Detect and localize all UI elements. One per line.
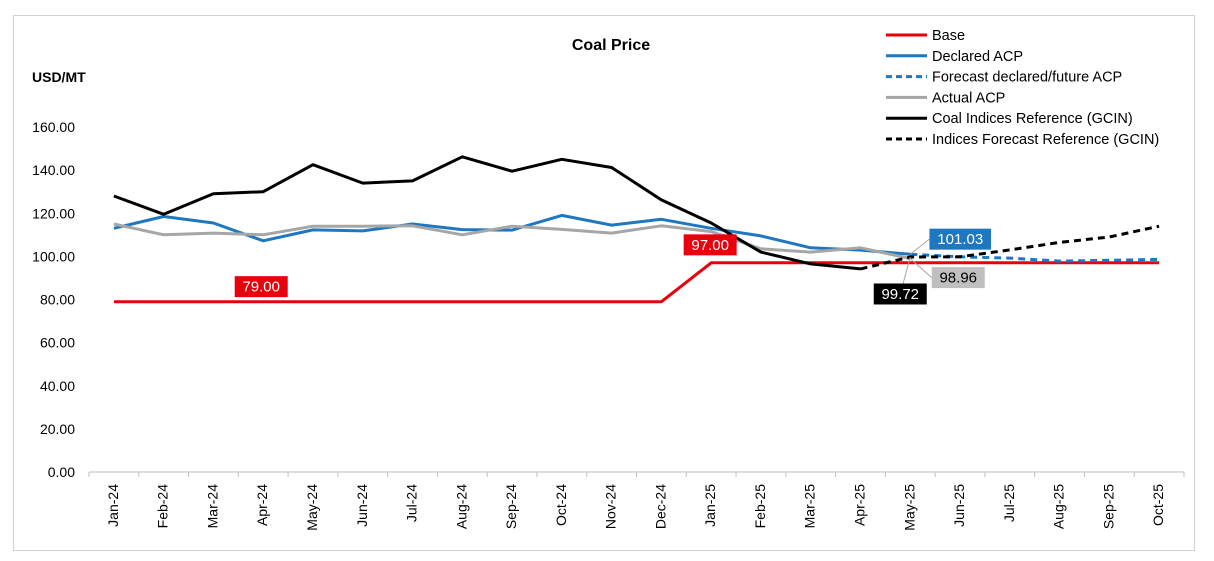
y-tick-label: 120.00 — [32, 205, 75, 221]
legend-label-forecast-declared-future-acp: Forecast declared/future ACP — [932, 70, 1122, 86]
y-tick-label: 80.00 — [40, 292, 75, 308]
data-label: 99.72 — [881, 286, 919, 303]
coal-price-chart: Coal Price USD/MT 0.00 20.00 40.00 60.00 80.… — [32, 28, 1185, 531]
chart-frame: Coal Price USD/MT 0.00 20.00 40.00 60.00 80.… — [13, 15, 1195, 551]
data-label-box — [929, 228, 992, 250]
y-tick-label: 60.00 — [40, 335, 75, 351]
x-tick-label: Feb-24 — [155, 484, 171, 529]
x-tick-label: Mar-24 — [204, 484, 220, 529]
y-tick-label: 20.00 — [40, 421, 75, 437]
legend-label-coal-indices-reference-gcin: Coal Indices Reference (GCIN) — [932, 111, 1133, 127]
x-tick-label: Jun-24 — [354, 484, 370, 527]
chart-title: Coal Price — [572, 37, 650, 54]
data-label-leader — [909, 238, 930, 255]
y-tick-label: 40.00 — [40, 378, 75, 394]
data-label-box — [873, 283, 927, 305]
x-tick-label: Oct-25 — [1150, 484, 1166, 526]
x-tick-label: Sep-25 — [1100, 484, 1116, 529]
data-label-box — [931, 267, 985, 289]
x-tick-label: Apr-24 — [254, 484, 270, 526]
data-label-leader — [909, 258, 933, 278]
y-tick-label: 140.00 — [32, 162, 75, 178]
x-tick-label: Nov-24 — [603, 484, 619, 529]
legend-label-indices-forecast-reference-gcin: Indices Forecast Reference (GCIN) — [932, 132, 1159, 148]
x-tick-label: Feb-25 — [752, 484, 768, 529]
series-line-actual-acp — [113, 222, 911, 261]
x-tick-label: Jun-25 — [951, 484, 967, 527]
x-tick-label: Jan-25 — [702, 484, 718, 527]
x-tick-label: Dec-24 — [652, 484, 668, 529]
series-line-coal-indices-reference-gcin — [113, 155, 861, 271]
y-axis-label: USD/MT — [32, 69, 86, 85]
legend: Base Declared ACP Forecast declared/future… — [886, 28, 1159, 148]
axes — [88, 471, 1185, 477]
data-label: 101.03 — [937, 231, 983, 248]
y-tick-label: 0.00 — [48, 464, 75, 480]
x-tick-label: May-24 — [304, 484, 320, 531]
x-tick-label: Aug-24 — [453, 484, 469, 529]
x-tick-label: Jul-24 — [404, 484, 420, 522]
data-label-box — [234, 276, 288, 298]
x-axis-ticks: Jan-24 Feb-24 Mar-24 Apr-24 May-24 Jun-24 Jul-… — [105, 484, 1166, 531]
y-tick-label: 160.00 — [32, 119, 75, 135]
x-tick-label: May-25 — [901, 484, 917, 531]
legend-label-base: Base — [932, 28, 965, 44]
x-tick-label: Jul-25 — [1001, 484, 1017, 522]
series-line-base — [113, 261, 1160, 304]
data-label: 98.96 — [939, 270, 977, 287]
y-tick-label: 100.00 — [32, 248, 75, 264]
data-label-box — [683, 234, 737, 256]
x-tick-label: Sep-24 — [503, 484, 519, 529]
y-axis-ticks: 0.00 20.00 40.00 60.00 80.00 100.00 120.00 140.… — [32, 119, 75, 480]
data-labels: 79.00 97.00 101.03 98.96 99.72 — [234, 228, 992, 305]
x-tick-label: Mar-25 — [802, 484, 818, 529]
legend-label-declared-acp: Declared ACP — [932, 49, 1023, 65]
series-line-forecast-declared-future-acp — [910, 252, 1160, 263]
x-tick-label: Jan-24 — [105, 484, 121, 527]
data-label: 79.00 — [242, 279, 280, 296]
x-tick-label: Oct-24 — [553, 484, 569, 526]
x-tick-label: Apr-25 — [851, 484, 867, 526]
legend-label-actual-acp: Actual ACP — [932, 90, 1005, 106]
data-label: 97.00 — [691, 237, 729, 254]
x-tick-label: Aug-25 — [1051, 484, 1067, 529]
